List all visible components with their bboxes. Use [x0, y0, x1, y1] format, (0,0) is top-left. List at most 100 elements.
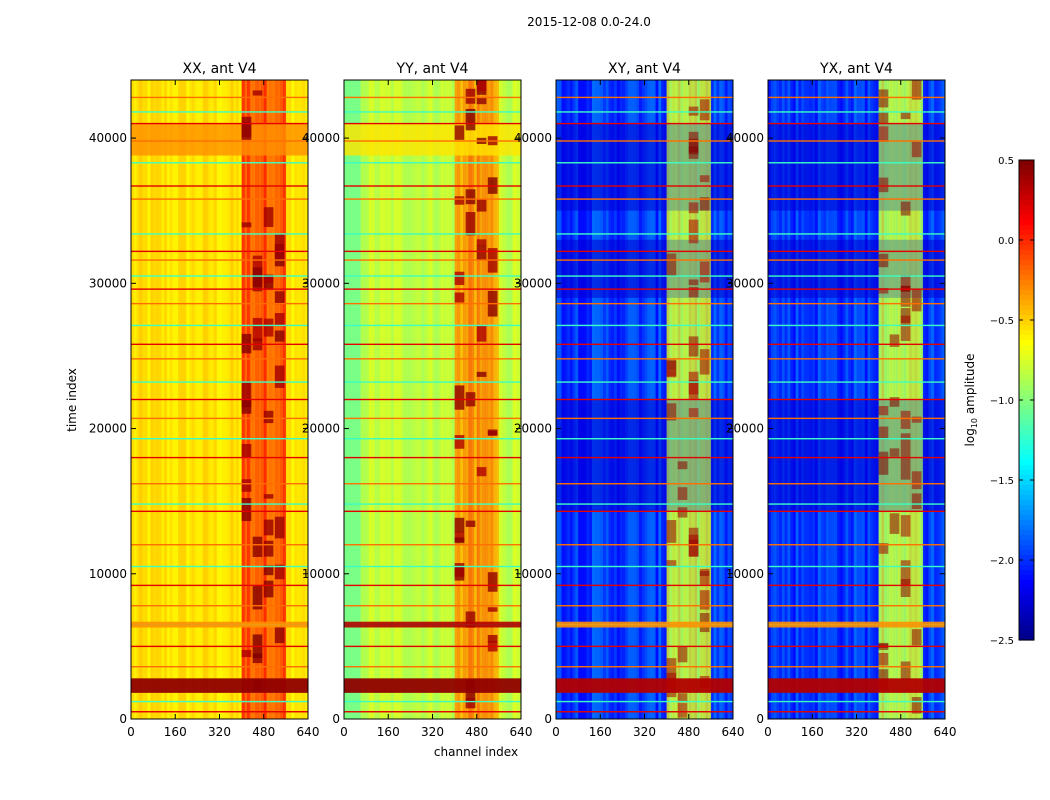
heatmap-rfi: [465, 88, 476, 104]
x-tick-label: 320: [421, 725, 444, 739]
flagged-row: [768, 456, 945, 459]
colorbar-segment: [1019, 295, 1034, 301]
flagged-row: [344, 185, 521, 187]
flagged-row: [556, 711, 733, 713]
heatmap-rfi: [252, 90, 263, 96]
heatmap-rfi: [241, 497, 252, 522]
flagged-row: [556, 162, 733, 164]
colorbar-segment: [1019, 500, 1034, 506]
flagged-row: [556, 456, 733, 459]
heatmap-rfi: [699, 590, 710, 610]
heatmap-rfi: [454, 385, 465, 410]
flagged-row: [344, 96, 521, 99]
colorbar-segment: [1019, 260, 1034, 266]
heatmap-rfi: [666, 253, 677, 277]
flagged-row: [344, 503, 521, 505]
heatmap-rfi: [252, 653, 263, 664]
flagged-row: [131, 122, 308, 125]
colorbar-segment: [1019, 590, 1034, 596]
colorbar-tick-label: −1.0: [990, 396, 1014, 407]
colorbar-segment: [1019, 310, 1034, 316]
colorbar-segment: [1019, 595, 1034, 601]
colorbar-segment: [1019, 345, 1034, 351]
colorbar-tick-label: −0.5: [990, 316, 1014, 327]
colorbar-segment: [1019, 265, 1034, 271]
flagged-row: [344, 666, 521, 668]
flagged-row: [556, 96, 733, 99]
colorbar-segment: [1019, 605, 1034, 611]
x-tick-label: 0: [340, 725, 348, 739]
bright-band: [131, 621, 308, 628]
flagged-row: [131, 324, 308, 327]
colorbar-segment: [1019, 315, 1034, 321]
panel-title: YY, ant V4: [396, 61, 469, 77]
flagged-row: [344, 162, 521, 164]
heatmap-rfi: [263, 275, 274, 284]
flagged-row: [131, 162, 308, 164]
y-tick-label: 40000: [514, 131, 552, 145]
x-tick-label: 320: [845, 725, 868, 739]
colorbar-segment: [1019, 255, 1034, 261]
panel-title: XX, ant V4: [183, 61, 257, 77]
heatmap-rfi: [677, 461, 688, 470]
flagged-row: [768, 584, 945, 587]
heatmap-rfi: [274, 312, 285, 327]
colorbar-segment: [1019, 480, 1034, 486]
flagged-row: [131, 302, 308, 305]
colorbar-segment: [1019, 465, 1034, 471]
heatmap-rfi: [274, 291, 285, 305]
heatmap-rfi: [911, 289, 922, 312]
flagged-row: [344, 544, 521, 546]
colorbar-segment: [1019, 225, 1034, 231]
flagged-row: [344, 456, 521, 459]
heatmap-rfi: [889, 513, 900, 534]
colorbar-segment: [1019, 300, 1034, 306]
colorbar-segment: [1019, 440, 1034, 446]
flagged-row: [768, 122, 945, 125]
flagged-row: [556, 544, 733, 546]
colorbar-segment: [1019, 250, 1034, 256]
colorbar-segment: [1019, 190, 1034, 196]
colorbar-segment: [1019, 285, 1034, 291]
heatmap-rfi: [900, 275, 911, 292]
heatmap-rfi: [911, 141, 922, 158]
y-tick-label: 30000: [302, 276, 340, 290]
y-tick-label: 0: [756, 712, 764, 726]
colorbar-segment: [1019, 580, 1034, 586]
flagged-row: [344, 233, 521, 235]
x-tick-label: 480: [252, 725, 275, 739]
flagged-row: [131, 198, 308, 200]
colorbar-segment: [1019, 335, 1034, 341]
colorbar-segment: [1019, 385, 1034, 391]
heatmap-rfi: [878, 89, 889, 108]
colorbar-segment: [1019, 610, 1034, 616]
flagged-row: [344, 584, 521, 587]
heatmap-rfi: [677, 693, 688, 703]
heatmap-rfi: [454, 125, 465, 140]
flagged-row: [131, 259, 308, 261]
heatmap-image: [344, 80, 521, 719]
bright-band: [768, 621, 945, 628]
x-tick-label: 0: [127, 725, 135, 739]
colorbar-segment: [1019, 200, 1034, 206]
heatmap-rfi: [274, 516, 285, 539]
x-tick-label: 480: [889, 725, 912, 739]
colorbar-segment: [1019, 270, 1034, 276]
heatmap-rfi: [699, 99, 710, 121]
flagged-row: [344, 259, 521, 261]
flagged-row: [344, 288, 521, 290]
heatmap-rfi: [688, 527, 699, 545]
heatmap-rfi: [699, 261, 710, 283]
flagged-row: [344, 510, 521, 513]
flagged-row: [768, 162, 945, 164]
y-axis-label: time index: [65, 368, 79, 432]
flagged-row: [556, 185, 733, 187]
flagged-row: [131, 140, 308, 142]
colorbar-tick-label: 0.5: [998, 156, 1014, 167]
colorbar-segment: [1019, 220, 1034, 226]
heatmap-rfi: [487, 572, 498, 592]
flagged-row: [768, 185, 945, 187]
flagged-row: [131, 645, 308, 648]
flagged-row: [556, 259, 733, 261]
flagged-row: [131, 417, 308, 420]
